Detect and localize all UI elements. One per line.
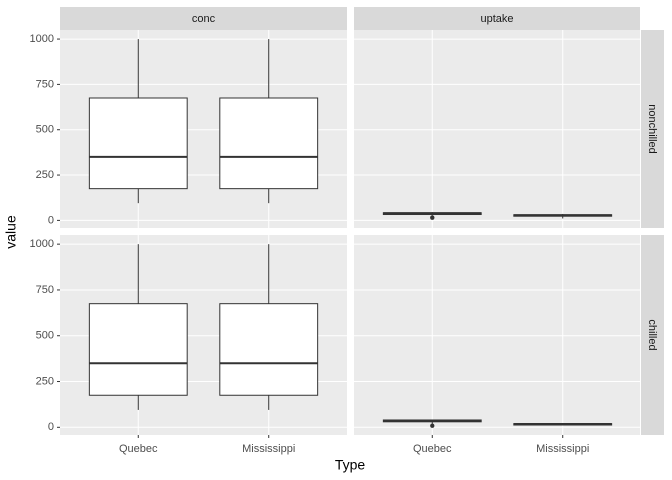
y-tick-label: 750 (36, 284, 54, 296)
y-tick-label: 0 (48, 421, 54, 433)
y-tick-label: 250 (36, 169, 54, 181)
y-tick-label: 1000 (30, 238, 54, 250)
facet-strip (60, 7, 347, 30)
facet-label: conc (192, 13, 216, 25)
facet-label: chilled (646, 319, 658, 350)
x-tick-label: Mississippi (242, 443, 295, 455)
y-tick-label: 250 (36, 375, 54, 387)
y-tick-label: 0 (48, 214, 54, 226)
facet-strip (354, 7, 640, 30)
x-tick-label: Quebec (119, 443, 158, 455)
box (219, 303, 319, 396)
x-tick-label: Quebec (413, 443, 452, 455)
x-tick-label: Mississippi (536, 443, 589, 455)
x-axis-title: Type (335, 457, 366, 473)
y-tick-label: 500 (36, 124, 54, 136)
panel-background (354, 235, 640, 435)
facet-strip (641, 235, 664, 435)
box (219, 97, 319, 190)
box (88, 97, 188, 190)
box (88, 303, 188, 396)
facet-strip (641, 30, 664, 228)
y-axis-title: value (3, 215, 19, 249)
outlier (430, 423, 435, 428)
facet-label: uptake (480, 13, 513, 25)
y-tick-label: 1000 (30, 33, 54, 45)
panel-background (354, 30, 640, 228)
y-tick-label: 750 (36, 78, 54, 90)
facet-label: nonchilled (646, 104, 658, 154)
y-tick-label: 500 (36, 330, 54, 342)
outlier (430, 215, 435, 220)
